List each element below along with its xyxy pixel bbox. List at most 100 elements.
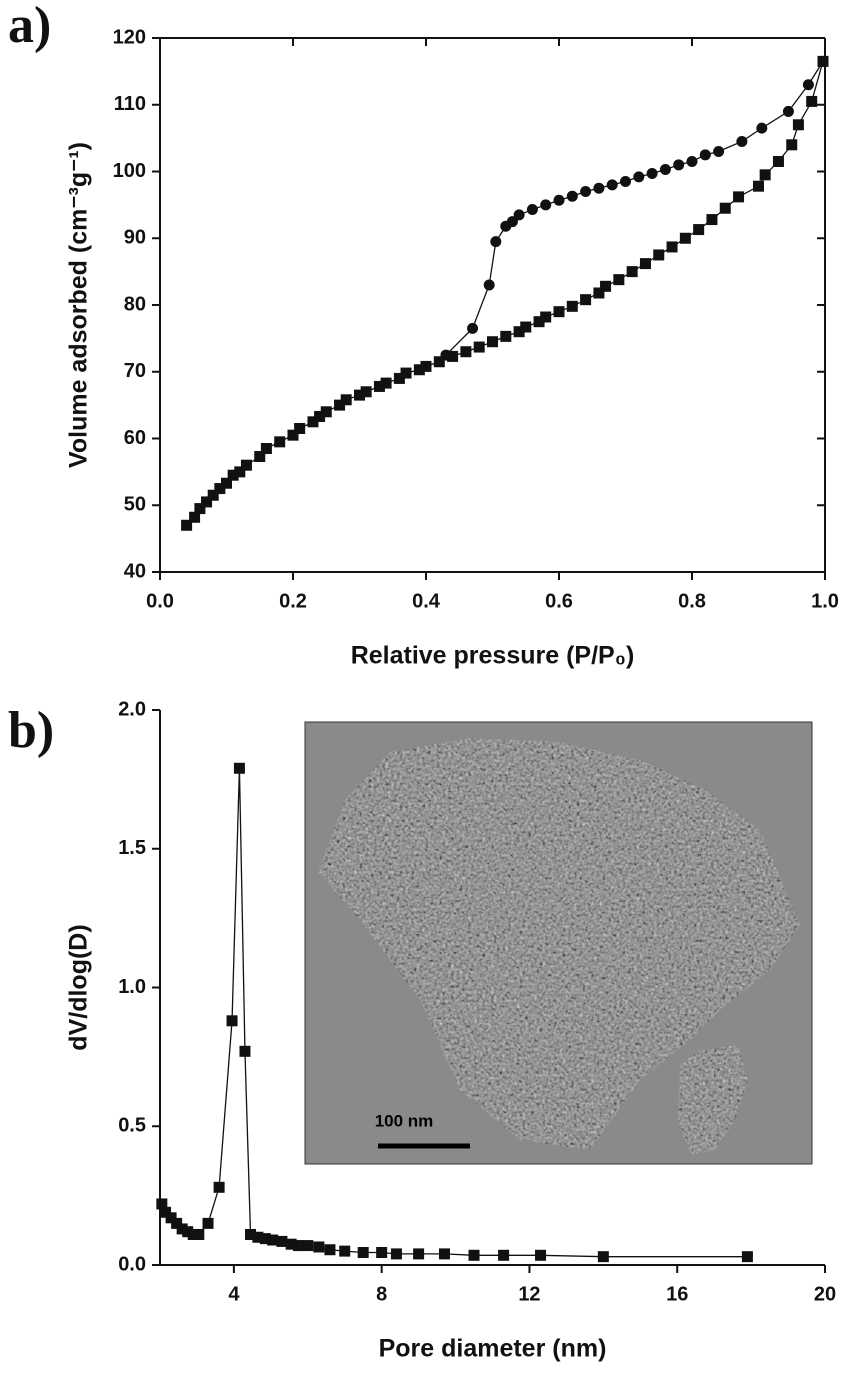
y-axis-title: dV/dlog(D) bbox=[65, 924, 93, 1050]
point bbox=[719, 202, 731, 214]
x-tick-label: 1.0 bbox=[811, 590, 839, 612]
point bbox=[706, 214, 718, 226]
y-tick-label: 120 bbox=[113, 26, 146, 48]
y-tick-label: 60 bbox=[124, 427, 146, 449]
point bbox=[313, 1241, 325, 1253]
point bbox=[165, 1212, 177, 1224]
inset-micrograph bbox=[304, 721, 813, 1165]
series-line bbox=[445, 61, 824, 356]
y-tick-label: 50 bbox=[124, 494, 146, 516]
point bbox=[252, 1231, 264, 1243]
point bbox=[285, 1238, 297, 1250]
point bbox=[736, 135, 748, 147]
y-tick-label: 70 bbox=[124, 360, 146, 382]
point bbox=[490, 236, 502, 248]
point bbox=[540, 311, 552, 323]
point bbox=[234, 466, 246, 478]
point bbox=[772, 155, 784, 167]
x-tick-label: 12 bbox=[518, 1283, 540, 1305]
point bbox=[686, 155, 698, 167]
point bbox=[553, 194, 565, 206]
point bbox=[606, 179, 618, 191]
point bbox=[659, 163, 671, 175]
x-tick-label: 0.8 bbox=[678, 590, 706, 612]
point bbox=[460, 346, 472, 358]
y-tick-label: 100 bbox=[113, 160, 146, 182]
x-tick-label: 0.4 bbox=[412, 590, 441, 612]
point bbox=[202, 1217, 214, 1229]
point bbox=[189, 511, 201, 523]
point bbox=[483, 279, 495, 291]
point bbox=[467, 322, 479, 334]
point bbox=[276, 1235, 288, 1247]
point bbox=[287, 429, 299, 441]
point bbox=[513, 209, 525, 221]
panel-label: a) bbox=[8, 0, 51, 54]
point bbox=[633, 171, 645, 183]
point bbox=[566, 300, 578, 312]
point bbox=[393, 372, 405, 384]
point bbox=[540, 199, 552, 211]
point bbox=[302, 1240, 314, 1252]
point bbox=[239, 1045, 251, 1057]
x-tick-label: 16 bbox=[666, 1283, 688, 1305]
point bbox=[233, 762, 245, 774]
point bbox=[160, 1206, 172, 1218]
y-tick-label: 2.0 bbox=[118, 698, 146, 720]
y-tick-label: 1.0 bbox=[118, 976, 146, 998]
point bbox=[679, 232, 691, 244]
point bbox=[227, 469, 239, 481]
point bbox=[360, 386, 372, 398]
point bbox=[156, 1198, 168, 1210]
y-tick-label: 1.5 bbox=[118, 837, 146, 859]
y-tick-label: 0.5 bbox=[118, 1115, 146, 1137]
point bbox=[245, 1228, 257, 1240]
point bbox=[433, 356, 445, 368]
point bbox=[373, 380, 385, 392]
point bbox=[213, 1181, 225, 1193]
point bbox=[207, 489, 219, 501]
point bbox=[593, 287, 605, 299]
point bbox=[294, 422, 306, 434]
point bbox=[354, 389, 365, 401]
x-tick-label: 20 bbox=[814, 1283, 836, 1305]
y-tick-label: 80 bbox=[124, 293, 146, 315]
x-tick-label: 8 bbox=[376, 1283, 387, 1305]
point bbox=[293, 1240, 305, 1252]
point bbox=[817, 55, 829, 67]
point bbox=[513, 326, 525, 338]
point bbox=[473, 341, 485, 353]
point bbox=[340, 394, 352, 406]
point bbox=[171, 1217, 183, 1229]
point bbox=[390, 1248, 402, 1260]
point bbox=[176, 1223, 188, 1235]
point bbox=[693, 224, 705, 236]
y-tick-label: 110 bbox=[114, 93, 146, 115]
y-tick-label: 0.0 bbox=[118, 1253, 146, 1275]
point bbox=[782, 105, 794, 117]
point bbox=[307, 416, 319, 428]
point bbox=[380, 377, 392, 389]
point bbox=[182, 1226, 194, 1238]
point bbox=[786, 139, 798, 151]
point bbox=[334, 399, 346, 411]
point bbox=[447, 350, 459, 362]
point bbox=[193, 1228, 205, 1240]
point bbox=[520, 321, 532, 333]
point bbox=[646, 168, 658, 180]
x-tick-label: 4 bbox=[228, 1283, 240, 1305]
point bbox=[339, 1245, 351, 1257]
x-tick-label: 0.6 bbox=[545, 590, 573, 612]
point bbox=[553, 306, 565, 318]
point bbox=[240, 459, 252, 471]
point bbox=[600, 280, 612, 292]
point bbox=[413, 364, 425, 376]
point bbox=[699, 149, 711, 161]
point bbox=[566, 190, 578, 202]
point bbox=[580, 186, 592, 198]
point bbox=[500, 330, 512, 342]
scale-bar-label: 100 nm bbox=[375, 1111, 434, 1130]
point bbox=[673, 159, 685, 171]
point bbox=[613, 274, 625, 286]
point bbox=[181, 519, 193, 531]
